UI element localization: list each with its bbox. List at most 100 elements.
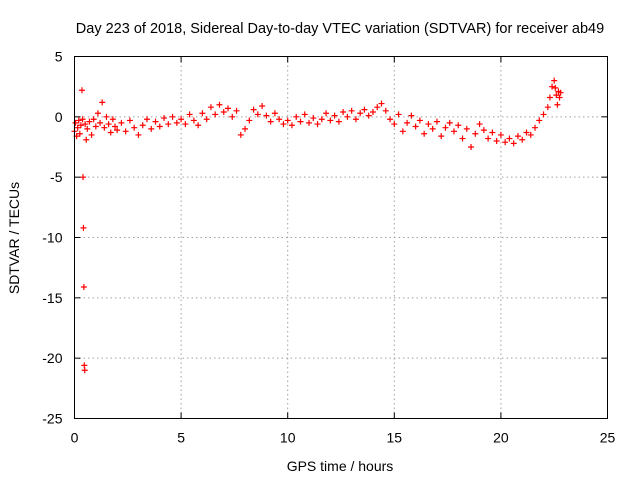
data-point: [259, 102, 266, 109]
y-tick-label: -25: [42, 411, 62, 427]
data-point: [352, 116, 359, 123]
data-point: [301, 111, 308, 118]
data-point: [365, 112, 372, 119]
x-tick-label: 25: [600, 430, 616, 446]
data-point: [404, 119, 411, 126]
data-point: [80, 283, 87, 290]
data-point: [233, 107, 240, 114]
data-point: [75, 117, 82, 124]
data-point: [438, 133, 445, 140]
data-point: [374, 104, 381, 111]
data-point: [476, 121, 483, 128]
chart-title: Day 223 of 2018, Sidereal Day-to-day VTE…: [76, 21, 604, 37]
data-point: [143, 116, 150, 123]
data-point: [463, 125, 470, 132]
y-tick-label: -20: [42, 350, 62, 366]
data-point: [78, 87, 85, 94]
x-tick-label: 10: [280, 430, 296, 446]
x-tick-label: 5: [177, 430, 185, 446]
data-point: [254, 111, 261, 118]
data-point: [433, 118, 440, 125]
data-point: [502, 139, 509, 146]
data-point: [250, 106, 257, 113]
data-point: [280, 121, 287, 128]
data-point: [310, 115, 317, 122]
data-point: [112, 123, 119, 130]
data-point: [161, 115, 168, 122]
data-point: [318, 116, 325, 123]
data-point: [80, 224, 87, 231]
data-point: [276, 116, 283, 123]
data-point: [114, 127, 121, 134]
data-point: [459, 135, 466, 142]
data-point: [84, 125, 91, 132]
data-point: [556, 94, 563, 101]
data-point: [455, 122, 462, 129]
data-point: [77, 122, 84, 129]
data-point: [357, 110, 364, 117]
data-point: [242, 125, 249, 132]
data-point: [429, 125, 436, 132]
data-point: [425, 121, 432, 128]
data-point: [510, 140, 517, 147]
data-point: [263, 112, 270, 119]
x-tick-label: 15: [387, 430, 403, 446]
data-point: [90, 116, 97, 123]
data-point: [92, 123, 99, 130]
data-point: [97, 119, 104, 126]
data-point: [212, 111, 219, 118]
x-tick-label: 0: [71, 430, 79, 446]
data-point: [109, 116, 116, 123]
data-point: [519, 136, 526, 143]
data-point: [421, 130, 428, 137]
data-point: [81, 367, 88, 374]
data-point: [139, 122, 146, 129]
data-point: [408, 112, 415, 119]
data-point: [416, 117, 423, 124]
data-point: [540, 111, 547, 118]
data-point: [165, 121, 172, 128]
data-point: [344, 113, 351, 120]
data-point: [195, 122, 202, 129]
data-point: [361, 106, 368, 113]
data-point: [271, 110, 278, 117]
data-point: [297, 118, 304, 125]
data-point: [485, 135, 492, 142]
data-point: [103, 113, 110, 120]
data-point: [323, 110, 330, 117]
data-point: [348, 107, 355, 114]
data-point: [472, 130, 479, 137]
data-point: [527, 131, 534, 138]
data-point: [182, 121, 189, 128]
data-point: [387, 116, 394, 123]
data-point: [335, 118, 342, 125]
data-point: [169, 113, 176, 120]
data-point: [557, 89, 564, 96]
data-point: [288, 122, 295, 129]
data-point: [199, 110, 206, 117]
data-point: [442, 124, 449, 131]
data-point: [246, 117, 253, 124]
data-point: [489, 129, 496, 136]
data-point: [284, 117, 291, 124]
data-point: [480, 127, 487, 134]
data-point: [220, 109, 227, 116]
y-tick-label: -10: [42, 230, 62, 246]
data-point: [101, 124, 108, 131]
data-point: [314, 121, 321, 128]
data-point: [80, 174, 87, 181]
data-point: [493, 137, 500, 144]
data-point: [382, 107, 389, 114]
data-point: [446, 119, 453, 126]
data-point: [225, 105, 232, 112]
data-point: [82, 121, 89, 128]
data-point: [267, 118, 274, 125]
data-point: [74, 124, 81, 131]
y-tick-label: -5: [50, 169, 63, 185]
data-point: [395, 111, 402, 118]
data-point: [94, 110, 101, 117]
grid: [74, 56, 608, 419]
data-point: [135, 131, 142, 138]
data-point: [532, 124, 539, 131]
